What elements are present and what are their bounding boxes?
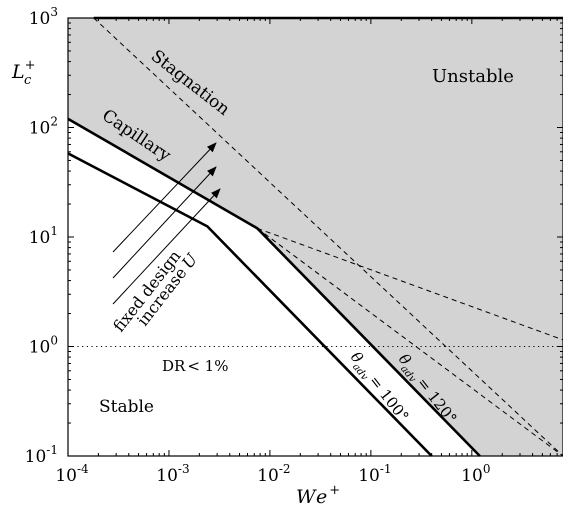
y-tick-label-0: 10-1 <box>25 443 58 467</box>
x-label-main: We <box>296 486 329 508</box>
tick-layer: 10-4 10-3 10-2 10-1 100 10-1 100 101 102 103 <box>25 5 563 486</box>
series-line-solid-1 <box>67 152 433 457</box>
dr-text: DR <box>162 357 186 375</box>
arrow-3 <box>112 188 221 305</box>
x-tick-label-1: 10-3 <box>156 462 189 486</box>
unstable-label: Unstable <box>432 66 514 87</box>
x-tick-label-4: 100 <box>461 462 490 486</box>
y-axis-label: L+ c <box>11 58 36 88</box>
x-tick-label-3: 10-1 <box>358 462 391 486</box>
series-line-dashed-3 <box>257 227 563 341</box>
svg-text:DR< 1%: DR < 1% <box>162 357 228 375</box>
svg-text:L+: L+ <box>11 58 36 83</box>
increase-u-arrows <box>112 142 221 305</box>
x-tick-label-2: 10-2 <box>257 462 290 486</box>
x-label-sup: + <box>329 483 340 498</box>
arrow-1 <box>112 142 217 253</box>
y-label-sub: c <box>24 73 32 88</box>
dr-value: < 1% <box>187 357 228 375</box>
y-tick-label-1: 100 <box>29 334 58 358</box>
y-tick-label-2: 101 <box>29 224 58 248</box>
x-tick-label-0: 10-4 <box>55 462 89 486</box>
series-line-dashed-2 <box>93 17 563 457</box>
y-label-sup: + <box>25 58 36 73</box>
dr-label: DR < 1% <box>162 357 228 375</box>
series-line-dashed-4 <box>257 227 563 457</box>
y-tick-label-4: 103 <box>29 5 58 29</box>
unstable-region <box>68 18 563 456</box>
arrow-2 <box>112 166 217 279</box>
y-tick-label-3: 102 <box>29 115 58 139</box>
theta100-sub: adv <box>350 362 370 383</box>
x-axis-label: We+ <box>296 483 340 508</box>
stable-label: Stable <box>99 397 154 417</box>
y-label-main: L <box>11 61 25 83</box>
svg-text:We+: We+ <box>296 483 340 508</box>
